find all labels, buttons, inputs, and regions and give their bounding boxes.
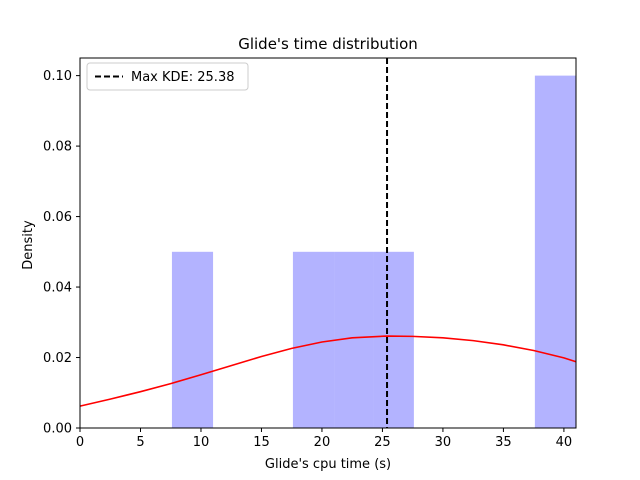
histogram-bar-0 <box>171 251 214 428</box>
histogram-bar-1 <box>292 251 335 428</box>
x-tick-label: 10 <box>193 435 210 450</box>
x-tick-label: 25 <box>374 435 391 450</box>
y-tick-label: 0.06 <box>43 210 72 225</box>
x-axis-label: Glide's cpu time (s) <box>265 457 391 472</box>
y-ticks: 0.00 0.02 0.04 0.06 0.08 0.10 <box>43 69 80 437</box>
legend: Max KDE: 25.38 <box>86 62 249 91</box>
x-tick-label: 20 <box>314 435 331 450</box>
y-tick-label: 0.10 <box>43 69 72 84</box>
histogram-bars <box>171 75 576 428</box>
y-tick-label: 0.02 <box>43 351 72 366</box>
x-ticks: 0 5 10 15 20 25 30 35 40 <box>76 428 572 450</box>
y-tick-label: 0.04 <box>43 281 72 296</box>
axes-frame <box>79 57 577 429</box>
histogram-bar-4 <box>534 75 576 428</box>
y-tick-label: 0.08 <box>43 140 72 155</box>
x-tick-label: 0 <box>76 435 84 450</box>
x-tick-label: 15 <box>253 435 270 450</box>
x-tick-label: 5 <box>136 435 144 450</box>
legend-entry-max-kde: Max KDE: 25.38 <box>131 70 235 85</box>
axes <box>79 57 577 429</box>
histogram-bar-3 <box>373 251 414 428</box>
x-tick-label: 40 <box>556 435 573 450</box>
kde-layer <box>79 335 577 407</box>
y-tick-label: 0.00 <box>43 422 72 437</box>
kde-curve <box>79 335 577 407</box>
chart-title: Glide's time distribution <box>238 35 418 53</box>
x-tick-label: 30 <box>435 435 452 450</box>
legend-frame <box>86 62 249 91</box>
y-axis-label: Density <box>21 220 36 270</box>
x-tick-label: 35 <box>495 435 512 450</box>
